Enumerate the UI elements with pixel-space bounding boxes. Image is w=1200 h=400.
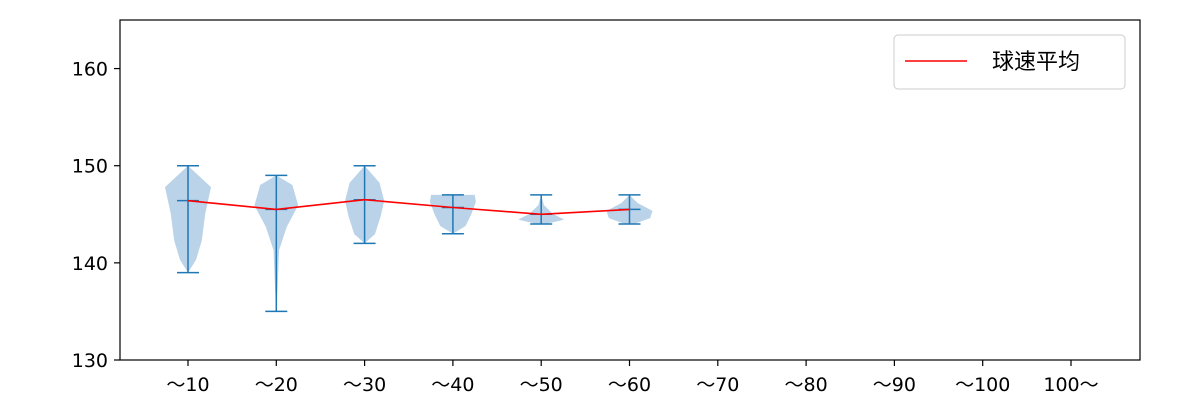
x-tick-label: 〜20 <box>255 374 298 396</box>
x-tick-label: 〜30 <box>343 374 386 396</box>
y-tick-label: 130 <box>72 350 108 372</box>
x-tick-label: 〜40 <box>431 374 474 396</box>
x-tick-label: 〜100 <box>955 374 1010 396</box>
y-tick-label: 140 <box>72 253 108 275</box>
violins-layer <box>165 165 653 312</box>
x-tick-label: 〜50 <box>520 374 563 396</box>
y-axis: 130 140 150 160 <box>72 59 120 372</box>
x-tick-label: 〜10 <box>166 374 209 396</box>
x-tick-label: 〜70 <box>696 374 739 396</box>
y-tick-label: 160 <box>72 59 108 81</box>
x-tick-label: 〜90 <box>873 374 916 396</box>
x-axis: 〜10 〜20 〜30 〜40 〜50 〜60 〜70 〜80 〜90 〜100 100〜 <box>166 360 1099 396</box>
legend-box <box>893 34 1126 90</box>
y-tick-label: 150 <box>72 156 108 178</box>
mean-series-line <box>187 198 630 216</box>
legend-label: 球速平均 <box>992 50 1080 75</box>
whiskers-layer <box>177 164 641 313</box>
x-tick-label: 〜60 <box>608 374 651 396</box>
mean-line-layer <box>187 198 630 216</box>
x-tick-label: 100〜 <box>1043 374 1098 396</box>
x-tick-label: 〜80 <box>785 374 828 396</box>
legend: 球速平均 <box>893 34 1126 90</box>
